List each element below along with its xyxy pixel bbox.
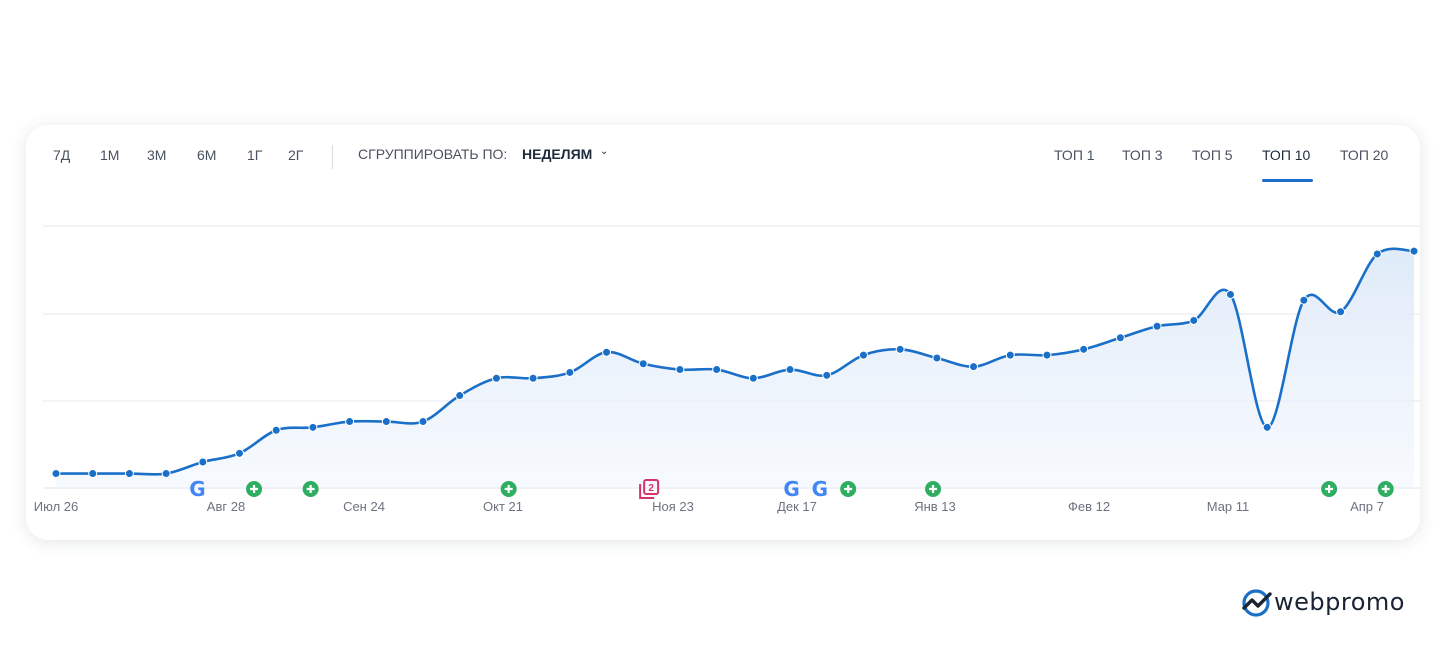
period-3m-button[interactable]: 3М [147, 147, 167, 163]
data-point [1115, 333, 1125, 343]
data-point [1299, 295, 1309, 305]
data-point [1189, 315, 1199, 325]
data-point [491, 373, 501, 383]
data-point [381, 417, 391, 427]
data-point [712, 365, 722, 375]
plus-sign [250, 485, 259, 493]
data-point [418, 417, 428, 427]
active-tab-indicator [1262, 179, 1313, 182]
data-point [895, 344, 905, 354]
x-tick-label: Фев 12 [1068, 499, 1110, 514]
plus-sign [504, 485, 513, 493]
brand-name: webpromo [1274, 588, 1405, 616]
tab-top-3[interactable]: ТОП 3 [1122, 147, 1163, 163]
x-tick-label: Ноя 23 [652, 499, 694, 514]
period-7d-button[interactable]: 7Д [53, 147, 71, 163]
chevron-down-icon[interactable]: ⌄ [600, 146, 609, 157]
period-6m-button[interactable]: 6М [197, 147, 217, 163]
toolbar-divider [332, 145, 333, 169]
data-point [1372, 249, 1382, 259]
data-point [345, 417, 355, 427]
period-2y-button[interactable]: 2Г [288, 147, 304, 163]
data-point [1152, 321, 1162, 331]
pages-event-back [639, 484, 655, 499]
data-point [969, 362, 979, 372]
period-1m-button[interactable]: 1М [100, 147, 120, 163]
data-point [1225, 289, 1235, 299]
data-point [1079, 344, 1089, 354]
data-point [124, 469, 134, 479]
data-point [602, 347, 612, 357]
group-by-label: СГРУППИРОВАТЬ ПО: [358, 146, 508, 162]
data-point [858, 350, 868, 360]
chart-card: 7Д 1М 3М 6М 1Г 2Г СГРУППИРОВАТЬ ПО: НЕДЕ… [26, 125, 1420, 540]
x-tick-label: Янв 13 [914, 499, 956, 514]
data-point [235, 448, 245, 458]
data-point [1042, 350, 1052, 360]
visibility-chart: Июл 26 Авг 28 Сен 24 Окт 21 Ноя 23 Дек 17 Янв … [34, 225, 1420, 514]
data-point [455, 391, 465, 401]
tab-top-10[interactable]: ТОП 10 [1262, 147, 1311, 163]
plus-sign [844, 485, 853, 493]
data-point [308, 422, 318, 432]
data-point [785, 365, 795, 375]
google-event-icon: G [783, 477, 799, 501]
x-tick-label: Мар 11 [1207, 499, 1250, 514]
data-point [1005, 350, 1015, 360]
tab-top-5[interactable]: ТОП 5 [1192, 147, 1233, 163]
data-point [1409, 246, 1419, 256]
data-point [1262, 422, 1272, 432]
data-point [271, 425, 281, 435]
plus-sign [1325, 485, 1334, 493]
x-tick-label: Июл 26 [34, 499, 78, 514]
x-tick-label: Авг 28 [207, 499, 245, 514]
data-point [51, 469, 61, 479]
google-event-icon: G [812, 477, 828, 501]
data-point [88, 469, 98, 479]
series-area [56, 248, 1414, 488]
data-point [161, 469, 171, 479]
data-point [565, 367, 575, 377]
plus-sign [929, 485, 938, 493]
pages-event-count: 2 [648, 483, 654, 494]
data-point [675, 365, 685, 375]
tab-top-20[interactable]: ТОП 20 [1340, 147, 1389, 163]
plus-sign [306, 485, 315, 493]
data-point [638, 359, 648, 369]
data-point [198, 457, 208, 467]
data-point [822, 370, 832, 380]
data-point [528, 373, 538, 383]
x-tick-label: Окт 21 [483, 499, 523, 514]
data-point [748, 373, 758, 383]
plus-sign [1381, 485, 1390, 493]
data-point [932, 353, 942, 363]
tab-top-1[interactable]: ТОП 1 [1054, 147, 1095, 163]
group-by-dropdown[interactable]: НЕДЕЛЯМ [522, 146, 593, 162]
chart-toolbar: 7Д 1М 3М 6М 1Г 2Г СГРУППИРОВАТЬ ПО: НЕДЕ… [26, 125, 1420, 185]
x-tick-label: Дек 17 [777, 499, 817, 514]
x-tick-label: Апр 7 [1350, 499, 1384, 514]
period-1y-button[interactable]: 1Г [247, 147, 263, 163]
x-tick-label: Сен 24 [343, 499, 385, 514]
data-point [1336, 307, 1346, 317]
webpromo-logo-icon [1242, 589, 1272, 617]
pages-event-icon [643, 479, 660, 495]
google-event-icon: G [189, 477, 205, 501]
